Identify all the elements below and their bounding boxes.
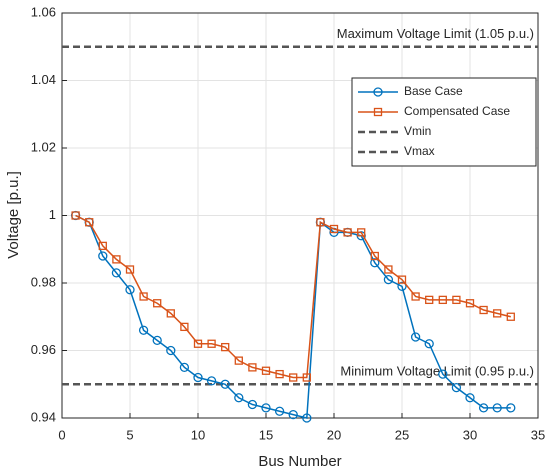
- data-point: [343, 228, 352, 237]
- x-tick-label: 35: [531, 427, 545, 442]
- data-point: [274, 406, 285, 416]
- data-point: [261, 403, 271, 413]
- data-point: [247, 399, 258, 410]
- data-point: [85, 218, 94, 227]
- x-tick-label: 15: [259, 427, 273, 442]
- data-point: [112, 255, 121, 264]
- data-point: [329, 224, 339, 234]
- data-point: [234, 356, 243, 365]
- data-point: [125, 285, 135, 295]
- y-tick-label: 1.06: [31, 4, 56, 19]
- data-point: [438, 369, 448, 379]
- y-tick-label: 1.02: [31, 139, 56, 154]
- series-line: [75, 214, 511, 419]
- legend-label: Compensated Case: [404, 104, 510, 118]
- data-point: [138, 325, 149, 335]
- data-point: [111, 268, 122, 278]
- y-tick-label: 0.94: [31, 409, 56, 424]
- data-point: [397, 281, 407, 292]
- data-point: [411, 292, 420, 301]
- data-point: [220, 379, 230, 389]
- data-point: [302, 373, 311, 382]
- data-point: [465, 393, 475, 403]
- plot-frame: [61, 12, 539, 419]
- x-tick-label: 25: [395, 427, 409, 442]
- x-axis-label: Bus Number: [258, 453, 341, 470]
- data-point: [506, 403, 516, 413]
- data-point: [288, 409, 298, 420]
- data-point: [424, 339, 434, 349]
- data-point: [452, 295, 461, 305]
- data-point: [506, 312, 515, 321]
- data-point: [166, 309, 175, 318]
- data-point: [152, 335, 162, 346]
- data-point: [410, 332, 421, 342]
- x-tick-label: 0: [58, 427, 65, 442]
- data-point: [479, 305, 488, 315]
- data-point: [179, 362, 190, 373]
- data-point: [316, 218, 325, 227]
- data-point: [180, 322, 189, 332]
- data-point: [370, 258, 380, 268]
- data-point: [478, 403, 489, 413]
- data-point: [71, 211, 80, 220]
- data-point: [357, 228, 366, 237]
- data-point: [234, 393, 244, 403]
- legend-label: Base Case: [404, 84, 463, 98]
- data-point: [289, 373, 298, 382]
- data-point: [125, 265, 135, 274]
- data-point: [153, 299, 162, 308]
- data-point: [261, 366, 271, 375]
- x-tick-label: 30: [463, 427, 477, 442]
- data-point: [166, 345, 176, 356]
- y-tick-label: 0.98: [31, 274, 56, 289]
- data-point: [98, 251, 108, 261]
- legend-label: Vmin: [404, 124, 431, 138]
- x-tick-label: 20: [327, 427, 341, 442]
- y-tick-label: 1: [49, 207, 56, 222]
- data-point: [275, 369, 284, 379]
- data-point: [206, 376, 217, 386]
- data-point: [493, 309, 502, 318]
- data-point: [139, 292, 148, 301]
- series-line: [75, 214, 511, 379]
- y-tick-label: 1.04: [31, 72, 56, 87]
- data-point: [425, 295, 434, 305]
- data-point: [492, 403, 502, 413]
- data-point: [221, 342, 230, 352]
- y-axis-label: Voltage [p.u.]: [5, 171, 22, 259]
- legend-label: Vmax: [404, 144, 435, 158]
- data-point: [370, 251, 379, 261]
- data-point: [207, 339, 216, 348]
- y-tick-label: 0.96: [31, 342, 56, 357]
- data-point: [384, 265, 393, 274]
- data-point: [383, 274, 394, 285]
- reference-annotation: Maximum Voltage Limit (1.05 p.u.): [337, 26, 534, 41]
- reference-annotation: Minimum Voltage Limit (0.95 p.u.): [340, 364, 534, 379]
- x-tick-label: 5: [126, 427, 133, 442]
- data-point: [451, 382, 462, 393]
- legend-marker: [373, 107, 383, 117]
- data-point: [438, 295, 447, 305]
- data-point: [193, 339, 203, 348]
- data-point: [248, 363, 257, 372]
- data-point: [397, 275, 407, 284]
- data-point: [302, 413, 312, 423]
- legend-marker: [373, 87, 383, 97]
- data-point: [98, 241, 107, 251]
- legend: Base Case Compensated Case Vmin Vmax: [351, 77, 537, 167]
- data-point: [193, 372, 203, 383]
- x-tick-label: 10: [191, 427, 205, 442]
- data-point: [465, 299, 475, 308]
